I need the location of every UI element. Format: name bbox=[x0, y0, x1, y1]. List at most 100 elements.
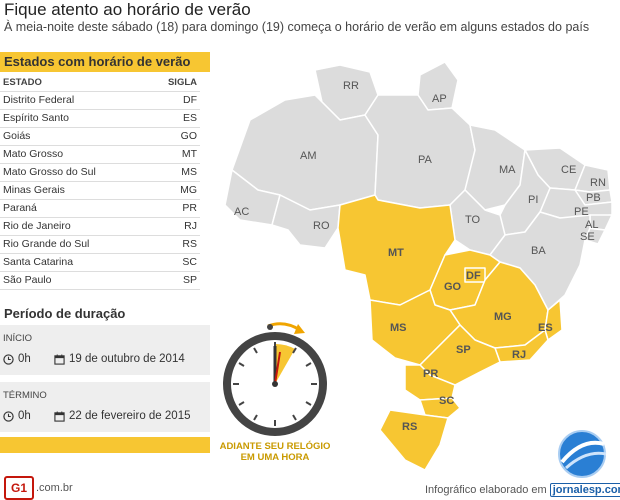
state-name: Rio de Janeiro bbox=[3, 220, 71, 232]
state-rs bbox=[379, 409, 449, 471]
end-date: 22 de fevereiro de 2015 bbox=[54, 410, 190, 422]
state-name: Mato Grosso bbox=[3, 148, 64, 160]
label-pi: PI bbox=[528, 194, 538, 206]
state-code: SP bbox=[182, 274, 197, 286]
state-es bbox=[544, 299, 563, 341]
state-name: Rio Grande do Sul bbox=[3, 238, 90, 250]
table-row: Minas Gerais MG bbox=[0, 182, 200, 200]
page-title: Fique atento ao horário de verão bbox=[4, 0, 251, 19]
label-ba: BA bbox=[531, 245, 546, 257]
label-ac: AC bbox=[234, 206, 249, 218]
states-table: ESTADO SIGLA Distrito Federal DF Espírito… bbox=[0, 74, 200, 290]
clock-hand bbox=[274, 351, 281, 385]
label-mg: MG bbox=[494, 311, 512, 323]
col-code-header: SIGLA bbox=[167, 77, 197, 88]
state-code: PR bbox=[182, 202, 197, 214]
end-time: 0h bbox=[3, 410, 31, 422]
calendar-icon bbox=[54, 353, 65, 365]
start-time-value: 0h bbox=[18, 353, 31, 365]
table-row: Paraná PR bbox=[0, 200, 200, 218]
label-df: DF bbox=[466, 270, 481, 282]
start-date: 19 de outubro de 2014 bbox=[54, 353, 185, 365]
table-row: Goiás GO bbox=[0, 128, 200, 146]
end-date-value: 22 de fevereiro de 2015 bbox=[69, 410, 191, 422]
globe-icon bbox=[558, 430, 607, 478]
start-date-value: 19 de outubro de 2014 bbox=[69, 353, 185, 365]
credit-text: Infográfico elaborado em bbox=[425, 484, 547, 496]
state-code: RS bbox=[182, 238, 197, 250]
label-al: AL bbox=[585, 219, 598, 231]
table-header-row: ESTADO SIGLA bbox=[0, 74, 200, 92]
state-name: Goiás bbox=[3, 130, 31, 142]
state-ro bbox=[271, 194, 341, 249]
state-name: Minas Gerais bbox=[3, 184, 65, 196]
state-name: Distrito Federal bbox=[3, 94, 75, 106]
state-name: Espírito Santo bbox=[3, 112, 69, 124]
table-row: São Paulo SP bbox=[0, 272, 200, 290]
start-label: INÍCIO bbox=[3, 333, 33, 344]
brazil-map: RR AP AM PA MA CE RN PB PI PE AL SE AC R… bbox=[224, 61, 613, 471]
source-link[interactable]: jornalesp.com bbox=[549, 483, 620, 497]
clock-icon bbox=[3, 353, 14, 365]
state-sc bbox=[419, 397, 461, 419]
label-es: ES bbox=[538, 322, 553, 334]
table-row: Distrito Federal DF bbox=[0, 92, 200, 110]
label-se: SE bbox=[580, 231, 595, 243]
label-sp: SP bbox=[456, 344, 471, 356]
state-name: São Paulo bbox=[3, 274, 52, 286]
start-time: 0h bbox=[3, 353, 31, 365]
state-pr bbox=[404, 364, 456, 401]
label-rr: RR bbox=[343, 80, 359, 92]
clock-caption-line2: EM UMA HORA bbox=[240, 452, 310, 463]
start-box: INÍCIO 0h 19 de outubro de 2014 bbox=[0, 325, 210, 375]
footer-domain: .com.br bbox=[36, 482, 73, 494]
table-row: Rio Grande do Sul RS bbox=[0, 236, 200, 254]
end-label: TÉRMINO bbox=[3, 390, 47, 401]
clock-caption-line1: ADIANTE SEU RELÓGIO bbox=[219, 441, 331, 452]
label-ma: MA bbox=[499, 164, 516, 176]
state-name: Santa Catarina bbox=[3, 256, 74, 268]
clock-caption: ADIANTE SEU RELÓGIO EM UMA HORA bbox=[210, 441, 340, 463]
col-state-header: ESTADO bbox=[3, 77, 42, 88]
table-row: Mato Grosso MT bbox=[0, 146, 200, 164]
label-pb: PB bbox=[586, 192, 601, 204]
label-sc: SC bbox=[439, 395, 454, 407]
clock-icon bbox=[3, 410, 14, 422]
clock-illustration bbox=[223, 322, 327, 436]
state-code: ES bbox=[182, 112, 197, 124]
state-code: MS bbox=[181, 166, 197, 178]
label-to: TO bbox=[465, 214, 481, 226]
label-pr: PR bbox=[423, 368, 438, 380]
label-ap: AP bbox=[432, 93, 447, 105]
g1-logo: G1 bbox=[4, 476, 34, 500]
footer-brand: G1 .com.br bbox=[4, 476, 73, 500]
period-title: Período de duração bbox=[4, 306, 126, 321]
state-code: GO bbox=[180, 130, 197, 142]
label-mt: MT bbox=[388, 247, 404, 259]
label-rn: RN bbox=[590, 177, 606, 189]
state-name: Mato Grosso do Sul bbox=[3, 166, 96, 178]
end-box: TÉRMINO 0h 22 de fevereiro de 2015 bbox=[0, 382, 210, 432]
state-code: DF bbox=[183, 94, 197, 106]
label-ms: MS bbox=[390, 322, 407, 334]
table-row: Rio de Janeiro RJ bbox=[0, 218, 200, 236]
label-am: AM bbox=[300, 150, 317, 162]
label-ro: RO bbox=[313, 220, 330, 232]
end-time-value: 0h bbox=[18, 410, 31, 422]
state-code: MG bbox=[180, 184, 197, 196]
label-rj: RJ bbox=[512, 349, 526, 361]
page-subtitle: À meia-noite deste sábado (18) para domi… bbox=[4, 20, 590, 34]
state-code: RJ bbox=[184, 220, 197, 232]
label-pa: PA bbox=[418, 154, 433, 166]
state-name: Paraná bbox=[3, 202, 37, 214]
states-panel-header: Estados com horário de verão bbox=[0, 52, 210, 72]
label-rs: RS bbox=[402, 421, 417, 433]
table-row: Mato Grosso do Sul MS bbox=[0, 164, 200, 182]
label-ce: CE bbox=[561, 164, 576, 176]
yellow-bar bbox=[0, 437, 210, 453]
states-panel-title: Estados com horário de verão bbox=[4, 54, 191, 69]
calendar-icon bbox=[54, 410, 65, 422]
table-row: Santa Catarina SC bbox=[0, 254, 200, 272]
state-code: MT bbox=[181, 148, 197, 160]
table-row: Espírito Santo ES bbox=[0, 110, 200, 128]
